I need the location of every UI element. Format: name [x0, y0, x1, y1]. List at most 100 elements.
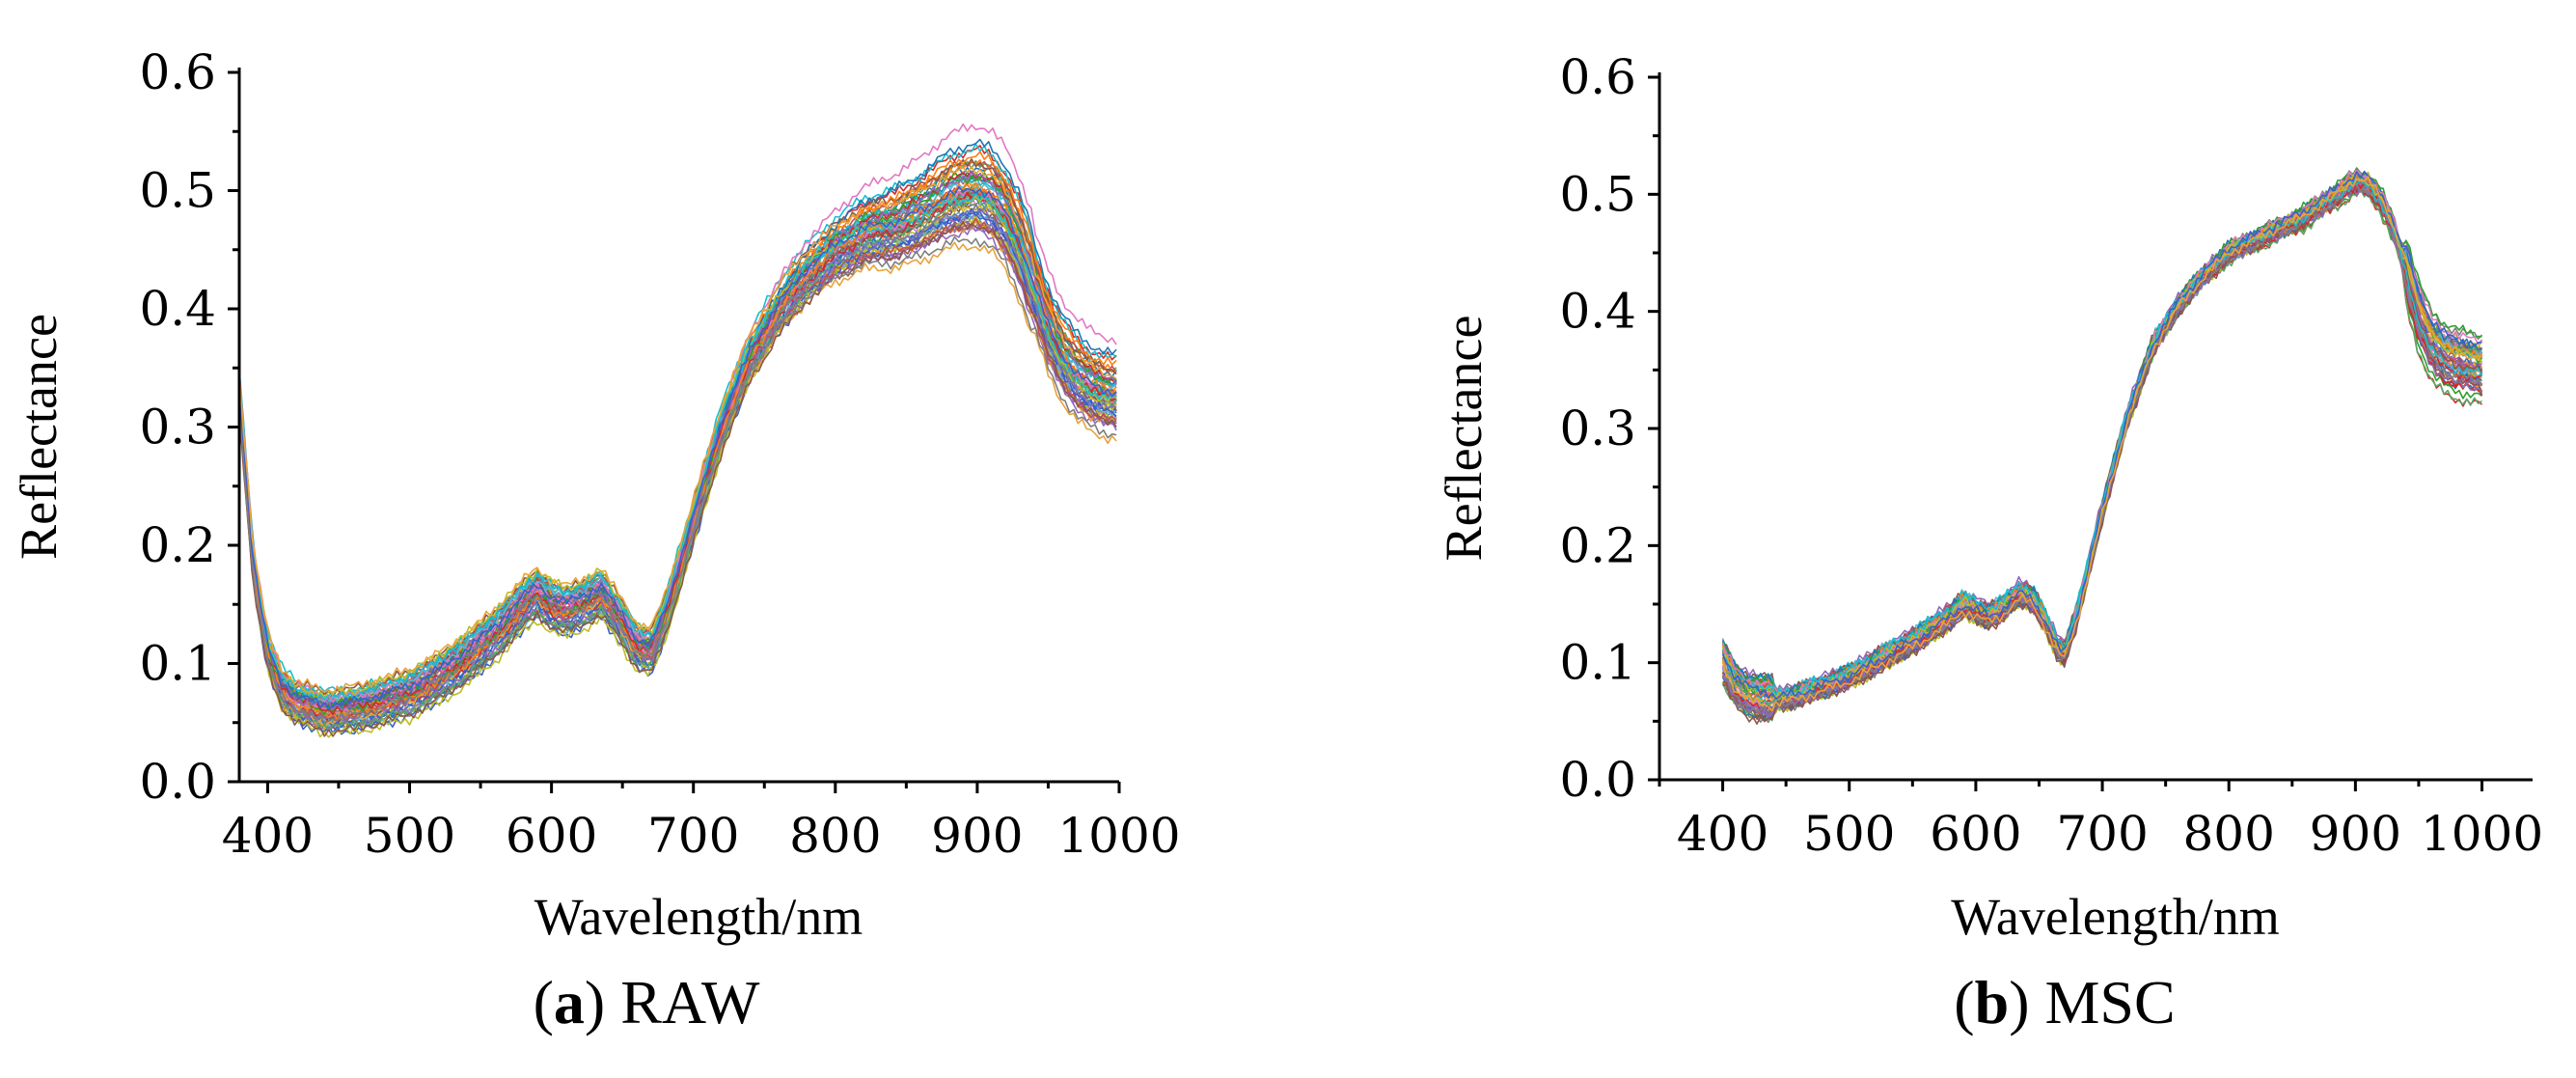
- a-spectrum-line: [238, 159, 1117, 718]
- b-spectrum-line: [1722, 174, 2483, 702]
- a-spectrum-line: [238, 203, 1117, 709]
- a-spectrum-line: [238, 192, 1117, 725]
- b-spectrum-line: [1722, 184, 2482, 701]
- a-spectrum-line: [238, 175, 1117, 715]
- a-spectrum-line: [238, 211, 1117, 728]
- b-spectrum-line: [1721, 180, 2483, 704]
- a-spectrum-line: [238, 199, 1117, 732]
- b-y-tick-label: 0.2: [1559, 517, 1636, 573]
- a-spectrum-line: [238, 219, 1117, 732]
- a-spectrum-line: [238, 197, 1117, 728]
- a-x-tick-label: 900: [931, 808, 1023, 864]
- b-spectrum-line: [1721, 172, 2482, 706]
- a-spectrum-line: [238, 215, 1117, 713]
- a-spectrum-line: [238, 204, 1117, 738]
- b-spectrum-line: [1721, 179, 2483, 710]
- b-y-tick-label: 0.1: [1559, 635, 1636, 691]
- a-spectrum-line: [238, 185, 1117, 707]
- raw-x-axis-title: Wavelength/nm: [534, 888, 863, 946]
- b-spectrum-line: [1721, 167, 2483, 699]
- b-spectrum-line: [1722, 171, 2483, 699]
- a-spectrum-line: [238, 192, 1117, 708]
- b-spectrum-line: [1721, 173, 2482, 696]
- b-y-tick-label: 0.0: [1559, 752, 1636, 808]
- a-x-tick-label: 700: [647, 808, 739, 864]
- b-spectrum-line: [1722, 172, 2483, 696]
- b-spectrum-line: [1722, 174, 2483, 696]
- b-x-tick-label: 500: [1803, 806, 1895, 862]
- b-spectrum-line: [1721, 171, 2483, 701]
- b-spectrum-line: [1721, 175, 2483, 696]
- b-spectrum-line: [1721, 181, 2482, 714]
- a-spectrum-line: [238, 241, 1117, 730]
- b-x-tick-label: 900: [2310, 806, 2401, 862]
- b-spectrum-line: [1721, 176, 2483, 698]
- raw-caption-text: RAW: [620, 968, 760, 1037]
- a-spectrum-line: [238, 195, 1117, 700]
- a-y-tick-label: 0.0: [139, 754, 216, 810]
- b-spectrum-line: [1721, 173, 2482, 696]
- a-x-tick-label: 1000: [1057, 808, 1180, 864]
- panel-raw: 0.0 0.1 0.2 0.3 0.4 0.5 0.6 400 500 600 700 800 900 1…: [10, 44, 1181, 1037]
- a-spectrum-line: [238, 145, 1117, 708]
- b-spectrum-line: [1721, 178, 2483, 707]
- a-spectrum-line: [238, 171, 1117, 709]
- a-spectrum-line: [238, 177, 1117, 731]
- b-y-tick-label: 0.4: [1559, 284, 1636, 340]
- a-x-tick-label: 600: [506, 808, 597, 864]
- a-spectrum-line: [238, 165, 1117, 696]
- b-spectrum-line: [1722, 174, 2483, 696]
- b-spectrum-line: [1721, 172, 2482, 703]
- b-spectrum-line: [1722, 174, 2483, 696]
- a-spectrum-line: [238, 223, 1117, 732]
- a-spectrum-line: [238, 207, 1117, 732]
- a-spectrum-line: [238, 180, 1117, 705]
- a-spectrum-line: [238, 217, 1117, 723]
- a-x-tick-label: 800: [789, 808, 881, 864]
- a-spectrum-line: [238, 171, 1117, 713]
- raw-spectra-lines: [238, 123, 1117, 738]
- b-spectrum-line: [1722, 180, 2483, 705]
- raw-axes: 0.0 0.1 0.2 0.3 0.4 0.5 0.6 400 500 600 700 800 900 1…: [139, 44, 1180, 864]
- a-spectrum-line: [238, 158, 1117, 698]
- b-y-tick-label: 0.3: [1559, 401, 1636, 456]
- a-spectrum-line: [238, 191, 1117, 721]
- a-spectrum-line: [238, 190, 1117, 718]
- a-spectrum-line: [238, 123, 1117, 704]
- b-spectrum-line: [1721, 182, 2483, 714]
- b-spectrum-line: [1721, 172, 2482, 700]
- a-spectrum-line: [238, 212, 1117, 711]
- a-spectrum-line: [238, 186, 1117, 703]
- b-spectrum-line: [1722, 182, 2483, 702]
- a-spectrum-line: [238, 189, 1117, 722]
- a-spectrum-line: [238, 192, 1117, 703]
- a-spectrum-line: [238, 166, 1117, 713]
- b-spectrum-line: [1721, 176, 2483, 701]
- a-spectrum-line: [238, 219, 1117, 720]
- a-spectrum-line: [238, 171, 1117, 710]
- b-x-tick-label: 1000: [2421, 806, 2543, 862]
- b-spectrum-line: [1721, 183, 2482, 720]
- a-spectrum-line: [238, 207, 1117, 729]
- b-spectrum-line: [1722, 181, 2483, 721]
- msc-spectra-lines: [1721, 167, 2483, 725]
- b-spectrum-line: [1722, 178, 2483, 710]
- a-spectrum-line: [238, 185, 1117, 709]
- a-y-tick-label: 0.6: [139, 44, 216, 100]
- b-spectrum-line: [1721, 178, 2482, 716]
- b-spectrum-line: [1721, 186, 2482, 714]
- b-spectrum-line: [1721, 180, 2482, 698]
- b-spectrum-line: [1721, 181, 2483, 720]
- b-spectrum-line: [1722, 188, 2483, 716]
- b-spectrum-line: [1721, 168, 2482, 698]
- a-y-tick-label: 0.4: [139, 281, 216, 337]
- b-spectrum-line: [1721, 181, 2483, 718]
- b-x-tick-label: 400: [1677, 806, 1768, 862]
- b-spectrum-line: [1722, 180, 2483, 722]
- a-spectrum-line: [238, 220, 1117, 716]
- b-spectrum-line: [1721, 173, 2483, 697]
- msc-caption-letter: b: [1975, 968, 2010, 1037]
- b-spectrum-line: [1722, 185, 2483, 716]
- a-spectrum-line: [238, 175, 1117, 702]
